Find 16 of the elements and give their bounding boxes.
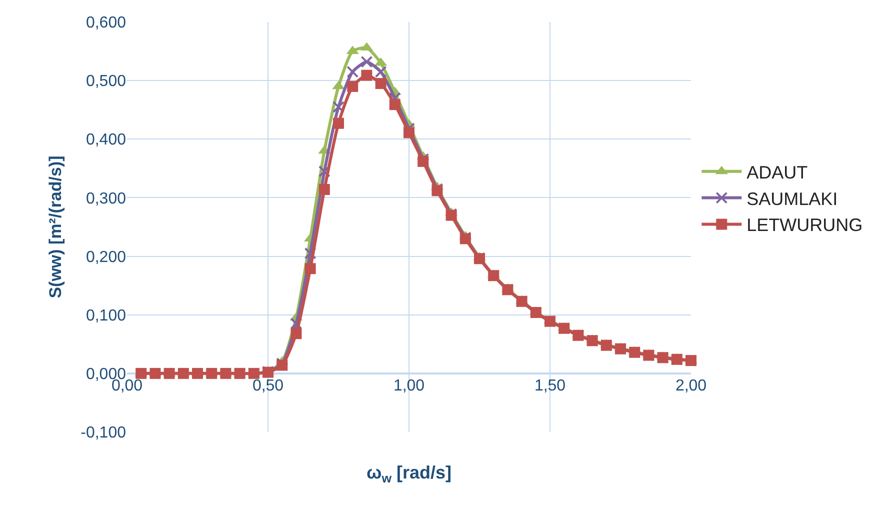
legend-label: SAUMLAKI — [746, 188, 838, 209]
x-tick-label: 0,50 — [252, 377, 284, 394]
y-tick-label: -0,100 — [80, 424, 126, 442]
y-axis-title: S(ww) [m²/(rad/s)] — [46, 156, 66, 298]
x-tick-label: 1,00 — [393, 377, 425, 394]
legend-label: ADAUT — [746, 162, 808, 182]
x-tick-label: 1,50 — [534, 377, 566, 394]
y-tick-label: 0,600 — [86, 14, 126, 32]
y-tick-label: 0,300 — [86, 190, 126, 208]
x-tick-label: 2,00 — [675, 377, 707, 394]
y-tick-label: 0,400 — [86, 132, 126, 149]
y-tick-label: 0,500 — [86, 73, 126, 90]
y-tick-label: 0,200 — [86, 248, 126, 266]
legend-label: LETWURUNG — [746, 215, 863, 236]
y-tick-label: 0,100 — [86, 307, 126, 324]
x-axis-title: ω$_{w}$ [rad/s] — [366, 462, 452, 486]
